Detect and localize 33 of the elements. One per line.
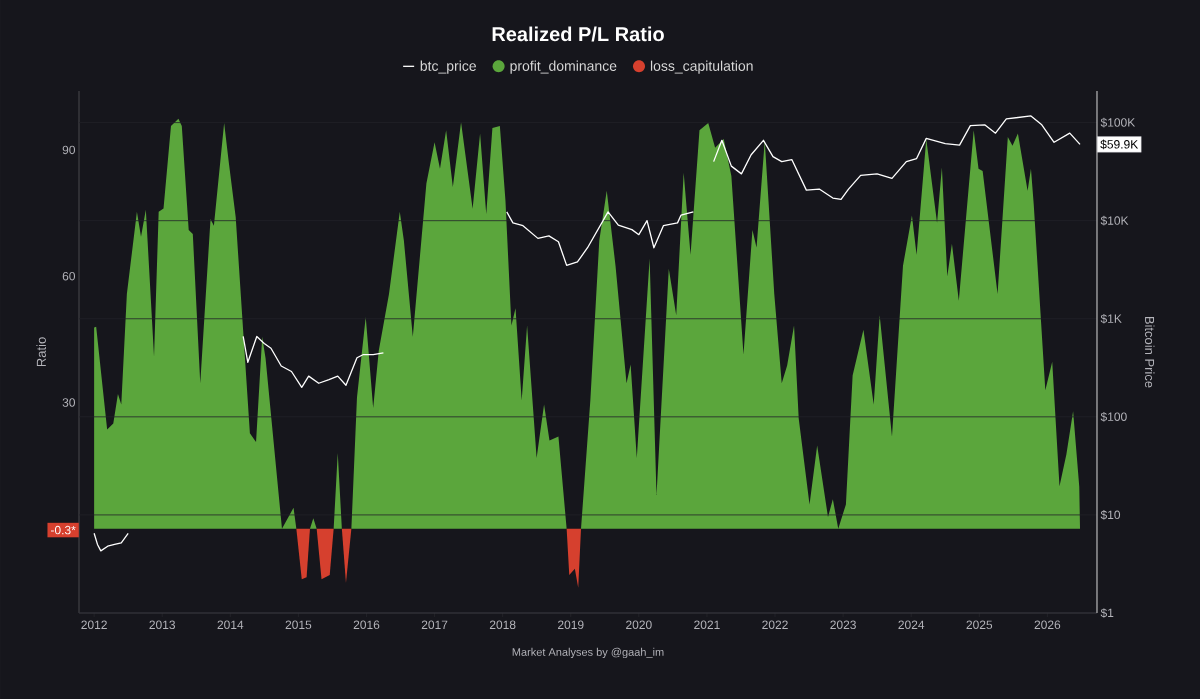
x-tick-label: 2012 [81,620,107,630]
x-tick-label: 2025 [966,620,993,630]
x-tick-label: 2013 [149,620,176,630]
x-tick-label: 2014 [217,620,244,630]
x-tick-label: 2022 [762,620,788,630]
legend-label: loss_capitulation [650,60,753,74]
x-tick-label: 2015 [285,620,312,630]
y2-tick-label: $10K [1100,215,1129,226]
y2-tick-label: $10 [1100,510,1121,520]
text: Market Analyses by @gaah_im [512,647,664,659]
y-tick-label: -0.3* [51,525,76,535]
y2-tick-label: $59.9K [1100,139,1139,150]
x-tick-label: 2024 [898,620,925,630]
x-tick-label: 2019 [558,620,584,630]
legend-label: btc_price [420,60,476,74]
y2-tick-label: $1 [1100,608,1114,618]
y2-tick-label: $100K [1100,117,1136,128]
chart-title: Realized P/L Ratio [492,26,664,42]
x-tick-label: 2017 [421,620,448,630]
y-axis-title: Ratio [36,337,46,367]
x-tick-label: 2020 [626,620,652,630]
y-tick-label: 60 [62,271,76,281]
x-tick-label: 2016 [353,620,380,630]
x-tick-label: 2018 [489,620,516,630]
x-tick-label: 2026 [1034,620,1061,630]
x-tick-label: 2021 [694,620,720,630]
y-tick-label: 30 [62,398,76,407]
y2-tick-label: $1K [1100,313,1122,324]
x-tick-label: 2023 [830,620,856,630]
y2-tick-label: $100 [1100,411,1127,422]
y2-axis-title: Bitcoin Price [1144,316,1155,388]
y-tick-label: 90 [62,145,76,155]
legend-label: profit_dominance [510,60,617,74]
